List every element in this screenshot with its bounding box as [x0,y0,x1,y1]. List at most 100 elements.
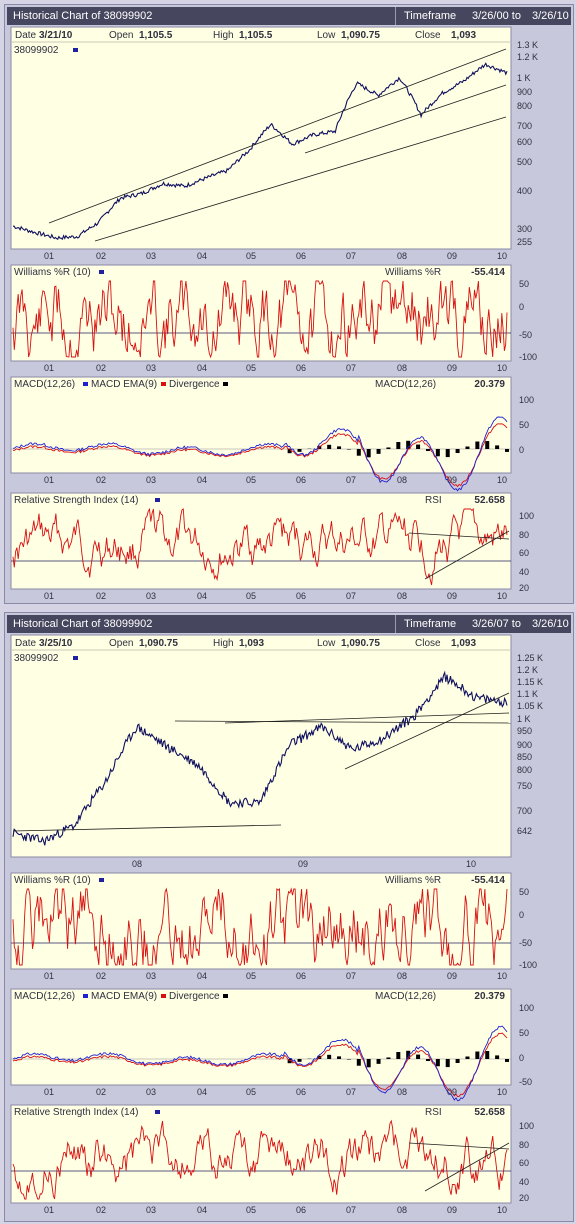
indicator-plot-area [10,988,512,1086]
indicator-y-tick: 0 [519,302,524,312]
indicator-x-tick: 03 [146,591,156,601]
divergence-bar [455,449,460,454]
divergence-bar [396,1052,401,1059]
macd-ema-line [12,1032,508,1098]
header-value: 1,093 [451,638,476,649]
chart-panel-bottom: Historical Chart of 38099902 Timeframe 3… [4,612,574,1222]
indicator-x-tick: 05 [246,1087,256,1097]
indicator-x-tick: 01 [44,1205,54,1215]
indicator-x-tick: 06 [296,591,306,601]
price-y-tick: 900 [517,740,532,750]
rsi-line [12,1119,508,1200]
indicator-x-tick: 05 [246,475,256,485]
indicator-y-tick: 80 [519,530,529,540]
panel-titlebar: Historical Chart of 38099902 Timeframe 3… [7,615,571,633]
indicator-x-tick: 10 [497,1087,507,1097]
trend-line [48,48,507,224]
legend-swatch [73,656,78,660]
indicator-x-tick: 09 [447,591,457,601]
timeframe-end: 3/26/10 [532,10,569,22]
header-label: Open [109,638,133,649]
indicator-x-tick: 02 [96,475,106,485]
macd-line [12,1025,508,1102]
rsi-trend-line [424,530,510,580]
divergence-bar [495,1055,500,1059]
price-y-tick: 1.3 K [517,40,538,50]
indicator-x-tick: 08 [397,475,407,485]
indicator-x-tick: 06 [296,1087,306,1097]
indicator-x-tick: 07 [346,1205,356,1215]
indicator-x-tick: 04 [197,475,207,485]
price-y-tick: 1.25 K [517,653,543,663]
indicator-plot-area [10,492,512,590]
price-x-tick: 08 [132,859,142,869]
chart-svg-bottom: Date 3/25/10 Open 1,090.75 High 1,093 Low 1,090… [10,634,543,1215]
symbol-label: 38099902 [14,653,59,664]
indicator-value: 52.658 [474,1107,505,1118]
divergence-bar [366,449,371,458]
divergence-bar [396,442,401,449]
price-y-tick: 642 [517,826,532,836]
indicator-x-tick: 09 [447,1087,457,1097]
indicator-x-tick: 08 [397,363,407,373]
price-y-tick: 255 [517,237,532,247]
divergence-bar [386,447,391,449]
header-value: 1,105.5 [239,30,273,41]
legend-swatch [73,48,78,52]
macd-ema-label: MACD EMA(9) [91,379,157,390]
divergence-bar [505,449,509,452]
indicator-y-tick: -100 [519,960,537,970]
price-y-tick: 300 [517,224,532,234]
divergence-bar [337,1056,342,1059]
macd-ema-line [12,423,508,488]
rsi-trend-line [424,1142,510,1192]
indicator-y-tick: -50 [519,938,532,948]
price-line [12,670,508,846]
indicator-y-tick: 100 [519,395,534,405]
divergence-bar [337,446,342,449]
indicator-x-tick: 03 [146,1205,156,1215]
indicator-x-tick: 10 [497,475,507,485]
price-y-tick: 900 [517,87,532,97]
divergence-bar [406,440,411,449]
indicator-x-tick: 09 [447,1205,457,1215]
indicator-value-label: MACD(12,26) [375,991,436,1002]
timeframe-selector[interactable]: Timeframe 3/26/00 to 3/26/10 [395,7,571,25]
indicator-y-tick: 50 [519,279,529,289]
divergence-bar [376,449,381,454]
indicator-x-tick: 04 [197,591,207,601]
indicator-title: Relative Strength Index (14) [14,1107,139,1118]
divergence-swatch [223,382,228,386]
divergence-bar [455,1059,460,1064]
indicator-y-tick: -50 [519,1077,532,1087]
divergence-bar [435,1059,440,1067]
divergence-bar [356,449,361,456]
trend-line [94,116,507,242]
chart-svg-top: Date 3/21/10 Open 1,105.5 High 1,105.5 Low 1,09… [10,26,538,601]
indicator-x-tick: 07 [346,363,356,373]
indicator-x-tick: 06 [296,363,306,373]
divergence-bar [495,445,500,449]
indicator-value: 52.658 [474,495,505,506]
divergence-bar [386,1057,391,1059]
indicator-y-tick: 80 [519,1140,529,1150]
indicator-x-tick: 05 [246,591,256,601]
indicator-x-tick: 08 [397,1205,407,1215]
chart-panel-top: Historical Chart of 38099902 Timeframe 3… [4,4,574,604]
timeframe-selector[interactable]: Timeframe 3/26/07 to 3/26/10 [395,615,571,633]
price-y-tick: 700 [517,121,532,131]
price-line [13,62,508,241]
divergence-bar [416,1054,421,1059]
trend-line [174,720,512,724]
divergence-bar [485,1051,490,1059]
divergence-bar [485,441,490,449]
indicator-x-tick: 07 [346,591,356,601]
indicator-title: Williams %R (10) [14,267,91,278]
indicator-x-tick: 10 [497,591,507,601]
price-y-tick: 600 [517,137,532,147]
price-x-tick: 02 [96,251,106,261]
price-x-tick: 03 [146,251,156,261]
price-y-tick: 1 K [517,73,531,83]
price-x-tick: 09 [298,859,308,869]
indicator-x-tick: 07 [346,971,356,981]
